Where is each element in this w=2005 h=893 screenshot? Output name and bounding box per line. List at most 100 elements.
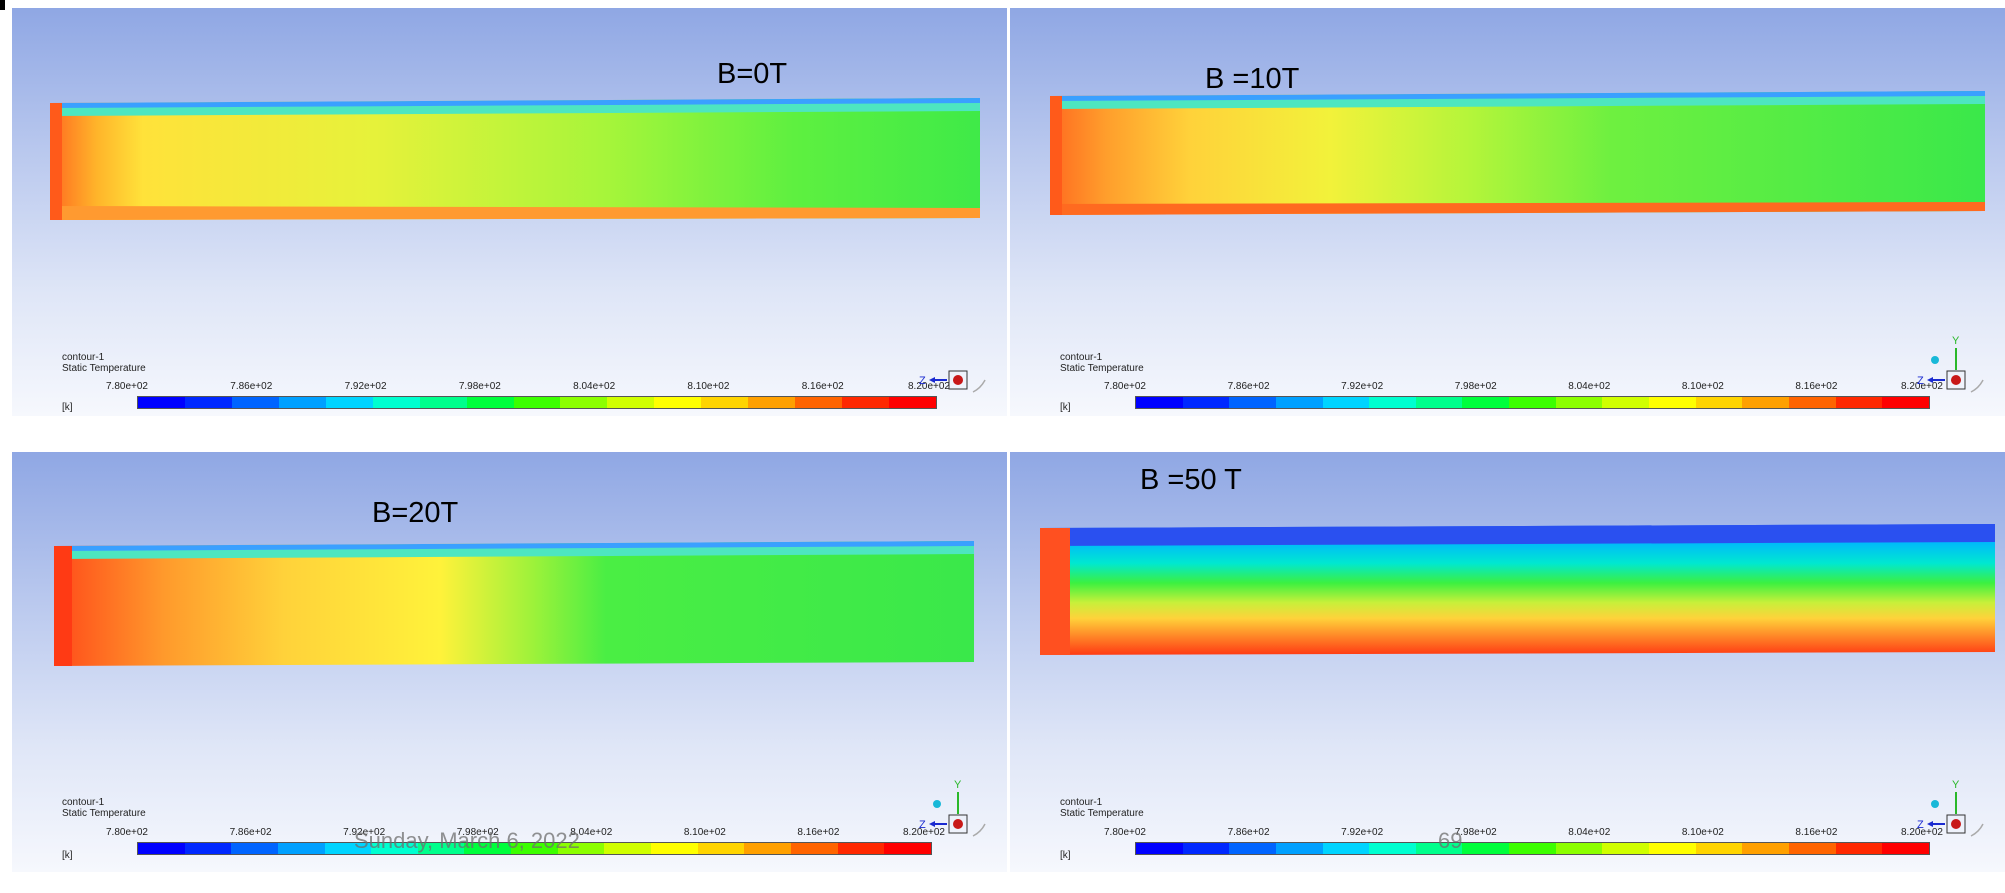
axis-y-label: Y: [1952, 335, 1960, 347]
axis-triad-icon: Z: [919, 370, 986, 393]
colorbar-swatch: [1835, 843, 1883, 854]
legend-title: contour-1 Static Temperature: [62, 352, 146, 374]
colorbar-swatch: [651, 843, 698, 854]
colorbar-swatch: [1369, 397, 1416, 408]
contour-panel-b50: B =50 T contour-1 Static Temperature 7.8…: [1010, 452, 2005, 872]
colorbar-swatch: [889, 397, 936, 408]
colorbar-swatch: [790, 843, 838, 854]
colorbar-tick-label: 7.80e+02: [106, 381, 148, 392]
colorbar-swatch: [1462, 397, 1510, 408]
colorbar-swatch: [1555, 397, 1603, 408]
colorbar-tick-label: 7.98e+02: [1454, 827, 1497, 838]
colorbar-swatch: [1182, 397, 1230, 408]
colorbar-swatch: [1275, 397, 1323, 408]
case-label: B=0T: [717, 58, 788, 90]
colorbar-swatch: [1882, 843, 1929, 854]
colorbar-swatch: [1509, 843, 1556, 854]
footer-page-number: 69: [1438, 828, 1463, 853]
colorbar-tick-label: 8.20e+02: [908, 381, 950, 392]
colorbar-swatch: [1695, 397, 1743, 408]
colorbar-tick-label: 7.80e+02: [106, 827, 148, 838]
colorbar-swatch: [1369, 843, 1416, 854]
contour-name: contour-1: [62, 797, 105, 808]
colorbar-tick-label: 8.10e+02: [687, 381, 730, 392]
axis-y-label: Y: [954, 779, 962, 791]
colorbar-tick-label: 8.04e+02: [573, 381, 616, 392]
quantity-name: Static Temperature: [1060, 808, 1144, 819]
colorbar-swatch: [557, 843, 605, 854]
colorbar-tick-label: 8.04e+02: [1568, 827, 1611, 838]
colorbar-ticks: 7.80e+02 7.86e+02 7.92e+02 7.98e+02 8.04e+02…: [1010, 827, 2005, 839]
colorbar: [137, 842, 932, 855]
colorbar-swatch: [1555, 843, 1603, 854]
contour-name: contour-1: [62, 352, 105, 363]
colorbar-tick-label: 7.86e+02: [1227, 827, 1270, 838]
colorbar-swatch: [231, 843, 278, 854]
colorbar-tick-label: 8.16e+02: [1795, 381, 1838, 392]
colorbar-tick-label: 8.16e+02: [797, 827, 840, 838]
colorbar-swatch: [1462, 843, 1510, 854]
colorbar-swatch: [277, 843, 325, 854]
colorbar-swatch: [1322, 843, 1370, 854]
axis-z-label: Z: [1917, 819, 1924, 831]
colorbar-tick-label: 7.92e+02: [344, 381, 387, 392]
contour-panel-b20: B=20T contour-1 Static Temperature 7.80e…: [12, 452, 1007, 872]
colorbar-swatch: [1835, 397, 1883, 408]
colorbar-swatch: [372, 397, 420, 408]
colorbar-swatch: [1602, 397, 1650, 408]
quantity-name: Static Temperature: [62, 363, 146, 374]
colorbar-swatch: [1182, 843, 1230, 854]
colorbar-tick-label: 7.86e+02: [1227, 381, 1270, 392]
colorbar-swatch: [654, 397, 702, 408]
case-label: B=20T: [372, 497, 459, 529]
colorbar-swatch: [560, 397, 608, 408]
colorbar-swatch: [795, 397, 843, 408]
colorbar-tick-label: 8.04e+02: [570, 827, 613, 838]
colorbar-swatch: [1415, 397, 1463, 408]
contour-panel-b0: B=0T contour-1 Static Temperature 7.80e+…: [12, 8, 1007, 416]
colorbar-tick-label: 8.04e+02: [1568, 381, 1611, 392]
colorbar-swatch: [1788, 397, 1836, 408]
colorbar-tick-label: 7.98e+02: [456, 827, 499, 838]
colorbar-tick-label: 7.92e+02: [343, 827, 386, 838]
colorbar-swatch: [1788, 843, 1836, 854]
colorbar-ticks: 7.80e+02 7.86e+02 7.92e+02 7.98e+02 8.04e+02…: [12, 827, 1007, 839]
units-label: [k]: [1060, 402, 1071, 413]
colorbar-swatch: [138, 397, 185, 408]
colorbar-swatch: [184, 397, 232, 408]
colorbar-swatch: [419, 397, 467, 408]
colorbar-tick-label: 7.86e+02: [229, 827, 272, 838]
colorbar-swatch: [1136, 843, 1183, 854]
colorbar-swatch: [184, 843, 232, 854]
colorbar-swatch: [1602, 843, 1650, 854]
colorbar-swatch: [324, 843, 372, 854]
colorbar-ticks: 7.80e+02 7.86e+02 7.92e+02 7.98e+02 8.04e+02…: [1010, 381, 2005, 393]
units-label: [k]: [62, 850, 73, 861]
axis-z-label: Z: [919, 375, 926, 387]
colorbar: [1135, 396, 1930, 409]
quantity-name: Static Temperature: [1060, 363, 1144, 374]
colorbar-tick-label: 7.86e+02: [230, 381, 273, 392]
contour-name: contour-1: [1060, 352, 1103, 363]
corner-mark: [0, 0, 5, 10]
colorbar-swatch: [1882, 397, 1929, 408]
colorbar-swatch: [842, 397, 889, 408]
legend-title: contour-1 Static Temperature: [1060, 352, 1144, 374]
colorbar-swatch: [837, 843, 885, 854]
colorbar-tick-label: 8.20e+02: [1901, 381, 1943, 392]
colorbar: [137, 396, 937, 409]
colorbar-swatch: [511, 843, 558, 854]
colorbar-swatch: [138, 843, 185, 854]
colorbar-tick-label: 8.16e+02: [801, 381, 844, 392]
colorbar-swatch: [1322, 397, 1370, 408]
legend-title: contour-1 Static Temperature: [1060, 797, 1144, 819]
units-label: [k]: [1060, 850, 1071, 861]
colorbar-swatch: [513, 397, 561, 408]
colorbar-tick-label: 7.92e+02: [1341, 381, 1384, 392]
colorbar-swatch: [1649, 397, 1696, 408]
contour-name: contour-1: [1060, 797, 1103, 808]
colorbar-tick-label: 7.98e+02: [458, 381, 501, 392]
colorbar-swatch: [748, 397, 796, 408]
colorbar-swatch: [1742, 397, 1789, 408]
colorbar-swatch: [1275, 843, 1323, 854]
